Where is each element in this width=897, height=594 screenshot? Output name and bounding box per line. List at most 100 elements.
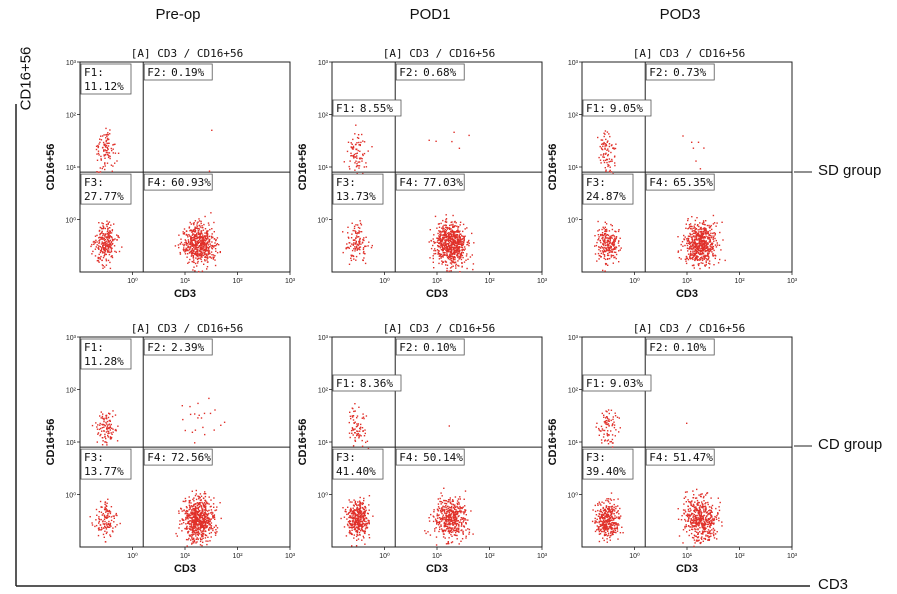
data-point <box>691 230 693 232</box>
data-point <box>615 253 618 256</box>
data-point <box>202 242 204 244</box>
data-point <box>342 231 344 233</box>
data-point <box>702 237 704 239</box>
data-point <box>109 232 111 234</box>
data-point <box>601 521 604 523</box>
x-tick-label: 10² <box>232 278 243 285</box>
data-point <box>184 242 186 244</box>
data-point <box>454 220 456 223</box>
data-point <box>695 237 698 239</box>
data-point <box>433 242 436 244</box>
data-point <box>703 248 706 251</box>
data-point <box>98 253 100 256</box>
data-point <box>197 511 199 513</box>
data-point <box>350 152 352 154</box>
data-point <box>453 246 455 248</box>
data-point <box>365 522 367 525</box>
data-point <box>103 134 105 136</box>
data-point <box>446 239 448 241</box>
data-point <box>603 135 605 138</box>
data-point <box>698 242 700 245</box>
data-point <box>365 236 367 238</box>
data-point <box>196 517 198 519</box>
data-point <box>458 503 460 505</box>
data-point <box>200 242 202 245</box>
data-point <box>455 233 457 236</box>
data-point <box>365 525 368 527</box>
data-point <box>106 236 108 238</box>
data-point <box>606 161 608 164</box>
data-point <box>461 239 463 241</box>
data-point <box>200 220 202 223</box>
data-point <box>101 236 103 239</box>
data-point <box>451 528 453 531</box>
data-point <box>100 227 103 229</box>
data-point <box>194 228 196 231</box>
data-point <box>445 525 447 527</box>
data-point <box>710 236 713 239</box>
data-point <box>192 519 195 521</box>
data-point <box>449 224 451 227</box>
data-point <box>107 247 110 249</box>
data-point <box>709 237 711 239</box>
data-point <box>114 250 116 253</box>
data-point <box>700 262 702 264</box>
data-point <box>107 223 109 225</box>
data-point <box>440 524 442 526</box>
data-point <box>451 229 453 231</box>
data-point <box>105 146 107 148</box>
quadrant-percent: 65.35% <box>673 176 713 189</box>
data-point <box>349 515 351 517</box>
data-point <box>186 256 188 258</box>
data-point <box>201 510 204 512</box>
data-point <box>196 236 199 238</box>
data-point <box>445 522 447 525</box>
data-point <box>185 230 188 232</box>
data-point <box>602 537 604 539</box>
data-point <box>208 397 210 400</box>
data-point <box>355 514 358 517</box>
data-point <box>613 240 615 243</box>
data-point <box>104 433 106 436</box>
data-point <box>107 234 109 236</box>
data-point <box>610 242 612 244</box>
y-tick-label: 10³ <box>318 335 329 342</box>
data-point <box>220 424 222 426</box>
data-point <box>198 510 200 512</box>
data-point <box>606 237 608 239</box>
data-point <box>99 424 101 426</box>
data-point <box>175 532 177 535</box>
data-point <box>203 517 206 520</box>
data-point <box>690 242 693 244</box>
data-point <box>201 225 203 227</box>
data-point <box>201 538 203 541</box>
data-point <box>352 147 355 149</box>
data-point <box>100 511 103 513</box>
data-point <box>681 241 684 243</box>
data-point <box>104 252 106 254</box>
data-point <box>200 531 203 533</box>
data-point <box>348 522 351 524</box>
data-point <box>348 165 350 168</box>
data-point <box>349 509 352 511</box>
data-point <box>449 519 451 521</box>
data-point <box>677 250 680 252</box>
data-point <box>443 487 445 489</box>
data-point <box>204 232 206 234</box>
data-point <box>108 234 110 236</box>
quadrant-name: F2: <box>649 66 669 79</box>
data-point <box>614 412 616 414</box>
data-point <box>363 523 365 525</box>
data-point <box>183 233 185 235</box>
data-point <box>602 156 604 158</box>
data-point <box>446 243 449 245</box>
data-point <box>599 233 602 236</box>
data-point <box>609 536 611 539</box>
data-point <box>105 526 107 529</box>
data-point <box>721 221 723 223</box>
data-point <box>354 133 356 135</box>
data-point <box>99 258 101 260</box>
data-point <box>605 423 607 425</box>
data-point <box>702 255 705 257</box>
data-point <box>436 521 438 523</box>
